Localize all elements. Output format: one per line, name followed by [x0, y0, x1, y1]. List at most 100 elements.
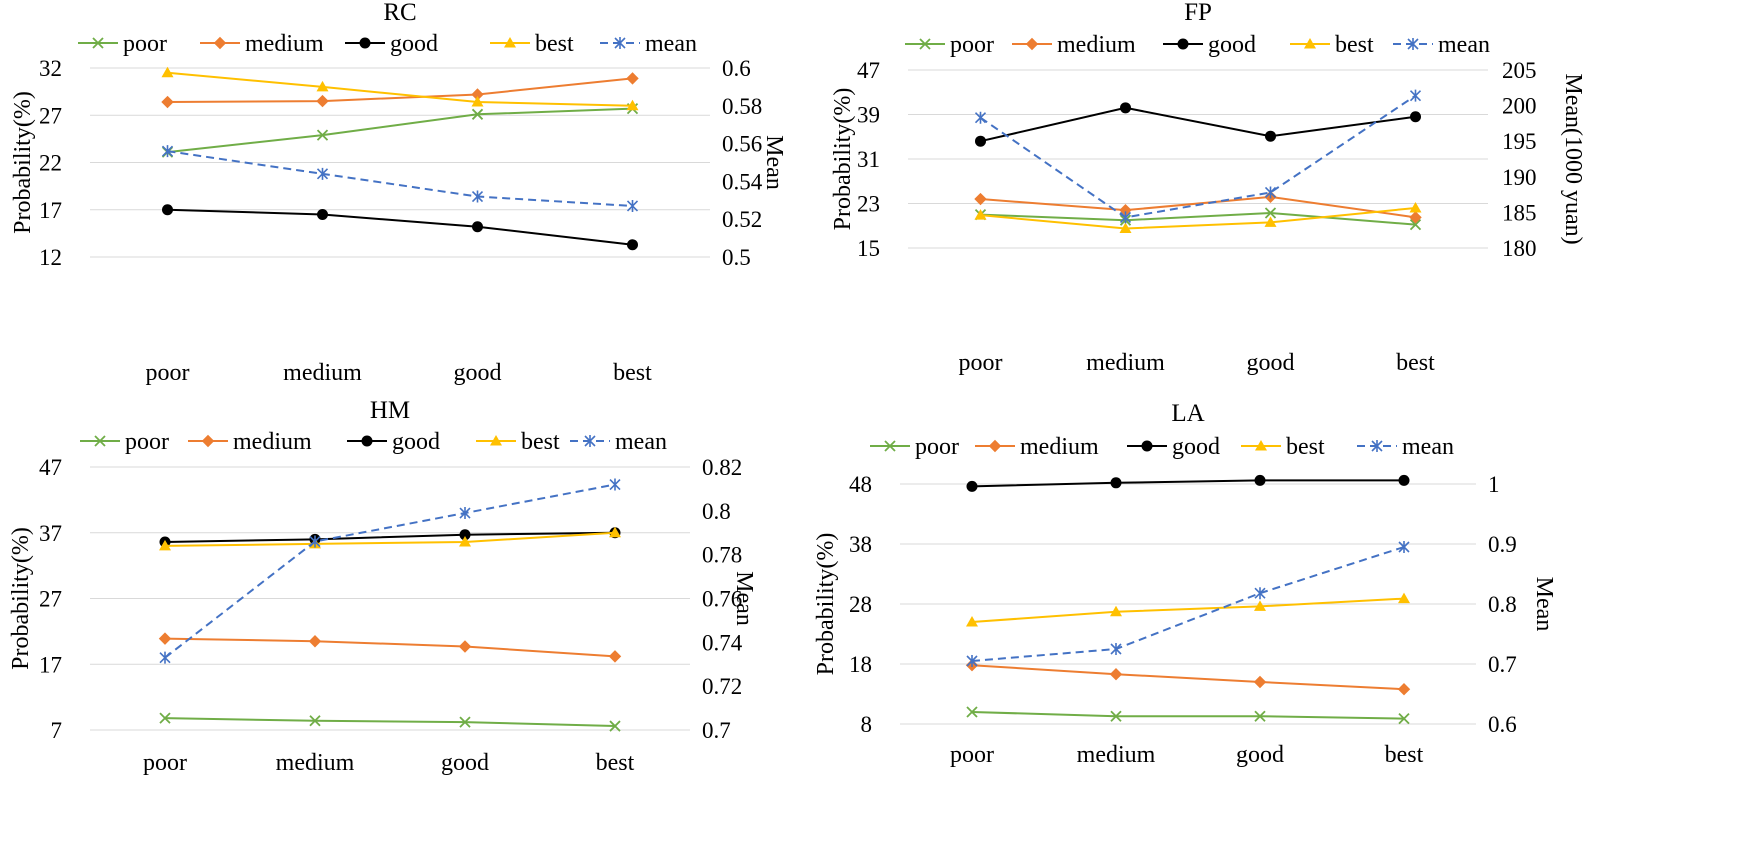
- data-point-medium: [161, 95, 174, 109]
- data-point-poor: [1409, 219, 1422, 231]
- legend-marker: [94, 435, 106, 447]
- series-medium: [161, 72, 639, 109]
- legend-label: poor: [915, 434, 959, 460]
- legend-item-best: best: [490, 31, 574, 57]
- y-tick-label: 47: [39, 455, 62, 480]
- data-point-poor: [309, 715, 321, 727]
- y2-tick-label: 190: [1502, 165, 1537, 190]
- legend-item-good: good: [345, 31, 438, 57]
- legend-item-poor: poor: [80, 429, 169, 455]
- x-tick-label: good: [1247, 350, 1295, 376]
- y2-tick-label: 205: [1502, 58, 1537, 83]
- y-tick-label: 22: [39, 151, 62, 176]
- y2-tick-label: 180: [1502, 236, 1537, 261]
- legend-label: medium: [1020, 434, 1099, 460]
- legend-marker: [1304, 38, 1316, 49]
- x-tick-label: best: [596, 750, 635, 776]
- series-line-mean: [167, 150, 633, 207]
- y2-tick-label: 0.6: [1488, 712, 1517, 737]
- chart-title: HM: [370, 397, 410, 424]
- legend-item-medium: medium: [188, 429, 312, 455]
- series-line-medium: [971, 664, 1405, 691]
- y-tick-label: 38: [849, 532, 872, 557]
- y-axis-label: Probability(%): [830, 88, 856, 231]
- y-tick-label: 27: [39, 103, 62, 128]
- x-tick-label: medium: [1086, 350, 1165, 376]
- legend-item-best: best: [476, 429, 560, 455]
- legend-item-poor: poor: [870, 434, 959, 460]
- data-point-good: [1398, 474, 1410, 486]
- legend-label: poor: [125, 429, 169, 455]
- data-point-best: [471, 96, 484, 107]
- data-point-mean: [1254, 587, 1266, 600]
- data-point-mean: [471, 190, 484, 203]
- legend-marker: [919, 38, 931, 50]
- data-point-poor: [471, 108, 484, 120]
- series-line-good: [167, 208, 633, 246]
- series-best: [966, 592, 1410, 627]
- legend-label: medium: [233, 429, 312, 455]
- data-point-poor: [1254, 710, 1266, 722]
- data-point-best: [316, 80, 329, 92]
- legend-label: medium: [1057, 32, 1136, 58]
- series-line-best: [164, 531, 616, 547]
- series-poor: [161, 102, 639, 158]
- series-medium: [158, 632, 622, 663]
- legend-label: best: [1335, 32, 1374, 58]
- data-point-good: [627, 239, 638, 251]
- legend-marker: [988, 439, 1002, 453]
- series-best: [974, 201, 1422, 234]
- data-point-best: [1264, 216, 1277, 227]
- series-line-mean: [979, 94, 1417, 219]
- legend-marker: [213, 36, 227, 50]
- series-medium: [974, 190, 1422, 224]
- data-point-good: [317, 208, 328, 220]
- gridlines: [908, 69, 1488, 249]
- gridlines: [90, 67, 710, 258]
- data-point-mean: [161, 145, 174, 158]
- y2-tick-label: 0.9: [1488, 532, 1517, 557]
- data-point-medium: [1253, 675, 1267, 689]
- chart-panel-la: LA 8 18 28 38 48 0.6 0.7 0.8 0.9 1 poor medium good be…: [813, 400, 1557, 768]
- series-line-mean: [971, 546, 1405, 662]
- x-tick-label: good: [454, 360, 502, 386]
- y2-tick-label: 0.56: [722, 132, 762, 157]
- legend-label: medium: [245, 31, 324, 57]
- data-point-poor: [1398, 712, 1410, 725]
- data-point-good: [975, 135, 986, 147]
- y2-tick-label: 0.7: [1488, 652, 1517, 677]
- legend-item-good: good: [347, 429, 440, 455]
- series-line-poor: [167, 107, 633, 154]
- legend-label: mean: [1402, 434, 1454, 460]
- data-point-medium: [458, 640, 472, 653]
- legend-marker: [1177, 38, 1189, 50]
- data-point-good: [966, 480, 978, 492]
- y-tick-label: 32: [39, 56, 62, 81]
- y2-tick-label: 0.8: [702, 499, 731, 524]
- data-point-medium: [1109, 667, 1123, 681]
- legend-label: good: [392, 429, 440, 455]
- legend-marker: [92, 37, 104, 49]
- data-point-medium: [1397, 682, 1411, 696]
- chart-title: LA: [1171, 400, 1204, 427]
- legend-item-best: best: [1241, 434, 1325, 460]
- series-best: [161, 66, 639, 111]
- legend-item-good: good: [1127, 434, 1220, 460]
- x-tick-label: poor: [143, 750, 187, 776]
- data-point-medium: [158, 632, 172, 645]
- x-tick-label: medium: [1077, 742, 1156, 768]
- legend-item-mean: mean: [1393, 32, 1490, 58]
- series-mean: [161, 145, 639, 212]
- data-point-mean: [316, 167, 329, 180]
- y-tick-label: 8: [861, 712, 873, 737]
- y-tick-label: 31: [857, 147, 880, 172]
- y2-axis-label: Mean: [731, 571, 757, 626]
- data-point-good: [472, 221, 483, 233]
- legend-label: best: [521, 429, 560, 455]
- legend-label: mean: [1438, 32, 1490, 58]
- y-tick-label: 17: [39, 198, 62, 223]
- series-line-medium: [164, 637, 616, 658]
- data-point-best: [974, 209, 987, 220]
- y2-tick-label: 0.72: [702, 674, 742, 699]
- x-tick-label: good: [1236, 742, 1284, 768]
